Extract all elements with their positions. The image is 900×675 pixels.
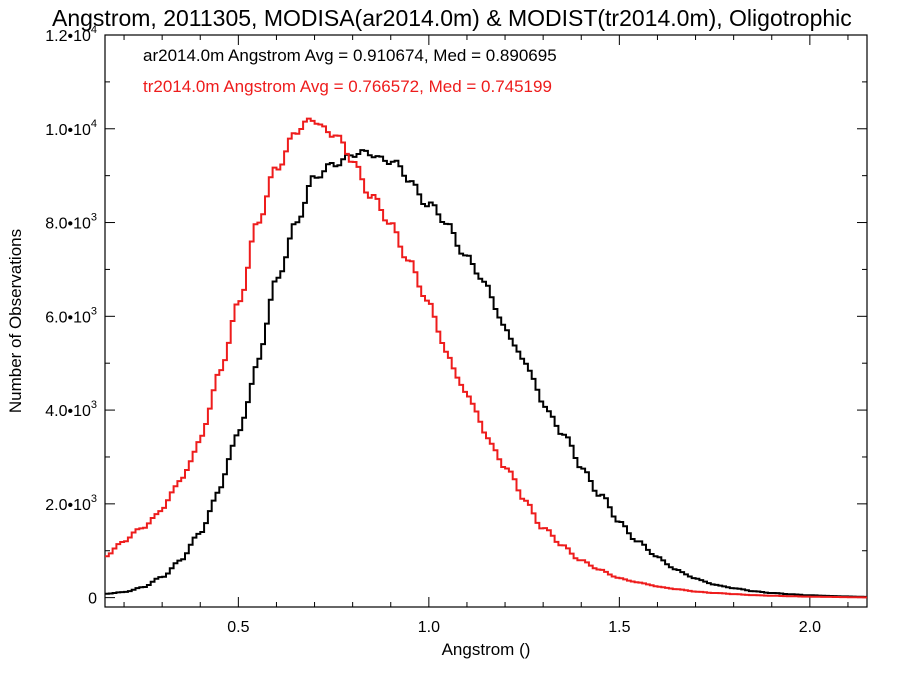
y-tick-exponent: 4 [91,118,97,130]
series-ar2014.0m-histogram [105,149,867,598]
series-tr2014.0m-histogram [105,117,867,599]
y-tick-exponent: 3 [91,493,97,505]
x-tick-label: 0.5 [227,619,249,636]
x-tick-label: 1.0 [418,619,440,636]
y-tick-label: 1.0•104 [45,118,97,139]
y-tick-mantissa: 1.0•10 [45,122,91,139]
x-axis: 0.5 1.0 1.5 2.0 [123,35,849,636]
x-tick-label: 2.0 [799,619,821,636]
y-tick-label: 4.0•103 [45,399,97,420]
y-tick-mantissa: 2.0•10 [45,497,91,514]
x-axis-label: Angstrom () [442,640,531,659]
y-axis: 02.0•1034.0•1036.0•1038.0•1031.0•1041.2•… [45,24,867,608]
x-tick-label: 1.5 [608,619,630,636]
y-tick-exponent: 3 [91,399,97,411]
y-tick-mantissa: 0 [88,591,97,608]
y-tick-mantissa: 4.0•10 [45,403,91,420]
series-layer [105,117,867,599]
plot-area [104,34,868,608]
y-tick-mantissa: 1.2•10 [45,28,91,45]
legend-entry-tr2014: tr2014.0m Angstrom Avg = 0.766572, Med =… [143,77,552,96]
y-tick-exponent: 4 [91,24,97,36]
y-tick-label: 1.2•104 [45,24,97,45]
y-tick-exponent: 3 [91,212,97,224]
chart-title: Angstrom, 2011305, MODISA(ar2014.0m) & M… [52,5,852,31]
y-tick-label: 0 [88,591,97,608]
y-axis-label: Number of Observations [6,229,25,413]
legend-entry-ar2014: ar2014.0m Angstrom Avg = 0.910674, Med =… [143,46,557,65]
y-tick-label: 2.0•103 [45,493,97,514]
y-tick-exponent: 3 [91,305,97,317]
y-tick-mantissa: 6.0•10 [45,309,91,326]
y-tick-label: 6.0•103 [45,305,97,326]
y-tick-label: 8.0•103 [45,212,97,233]
y-tick-mantissa: 8.0•10 [45,216,91,233]
